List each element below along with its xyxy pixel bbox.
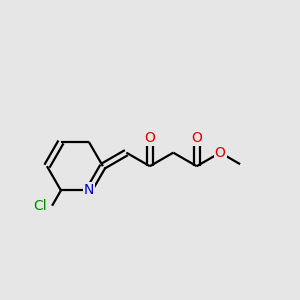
Text: Cl: Cl	[33, 199, 47, 213]
Text: O: O	[144, 130, 155, 145]
Text: O: O	[215, 146, 226, 160]
Text: O: O	[191, 130, 202, 145]
Text: N: N	[84, 183, 94, 197]
